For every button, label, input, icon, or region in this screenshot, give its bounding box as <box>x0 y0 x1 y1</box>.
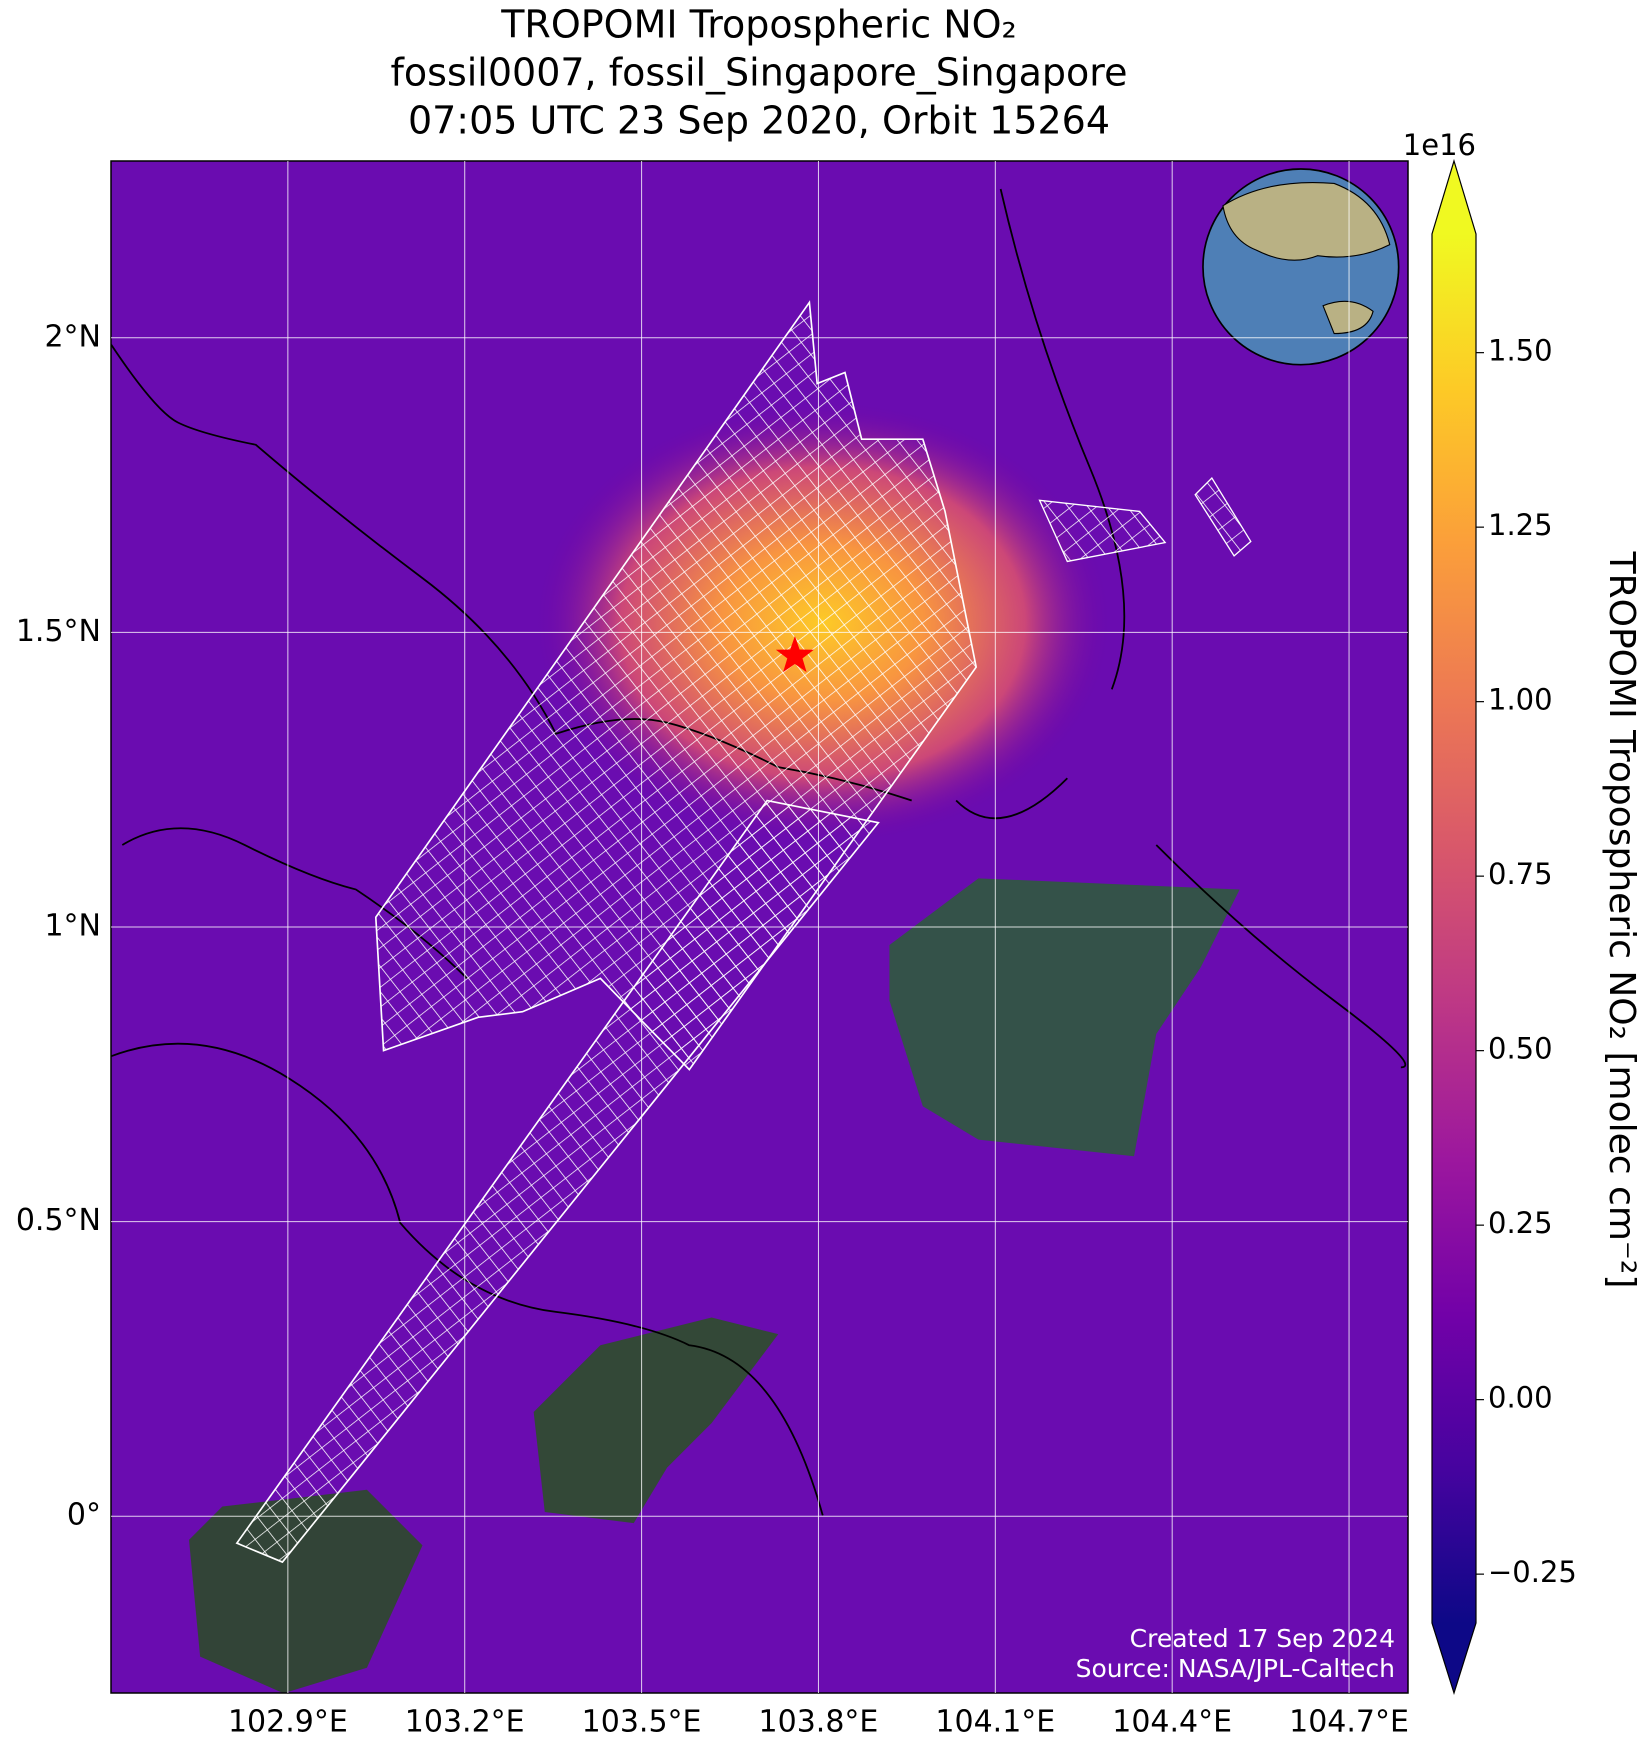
colorbar-offset: 1e16 <box>1403 128 1476 162</box>
credit: Created 17 Sep 2024 <box>1130 1624 1395 1653</box>
y-tick-label: 1.5°N <box>16 614 101 649</box>
x-tick-label: 102.9°E <box>228 1705 348 1740</box>
colorbar-tick-label: 0.75 <box>1488 857 1553 891</box>
colorbar-tick-label: 0.25 <box>1488 1206 1553 1240</box>
x-tick-label: 103.8°E <box>759 1705 879 1740</box>
x-tick-label: 103.5°E <box>582 1705 702 1740</box>
imagery-patch <box>533 1317 779 1524</box>
colorbar-tick-label: 0.50 <box>1488 1032 1553 1066</box>
colorbar-extend <box>1432 1623 1476 1693</box>
colorbar <box>1432 234 1476 1623</box>
imagery-patch <box>889 878 1240 1157</box>
footprint <box>1038 499 1167 563</box>
colorbar-tick-label: 1.50 <box>1488 334 1553 368</box>
footprint <box>1194 477 1252 557</box>
decorations <box>111 168 1407 1693</box>
x-tick-label: 104.4°E <box>1112 1705 1232 1740</box>
chart-title: fossil0007, fossil_Singapore_Singapore <box>391 51 1128 95</box>
colorbar-tick-label: 1.25 <box>1488 508 1553 542</box>
inset-land <box>1222 181 1391 335</box>
y-tick-label: 0° <box>67 1498 101 1533</box>
y-tick-label: 1°N <box>44 909 101 944</box>
site-marker <box>775 636 814 673</box>
chart-title: 07:05 UTC 23 Sep 2020, Orbit 15264 <box>408 99 1110 143</box>
colorbar-outline <box>1431 158 1477 1696</box>
footprint <box>374 300 978 1071</box>
credit: Source: NASA/JPL-Caltech <box>1076 1654 1395 1683</box>
colorbar-tick-label: 1.00 <box>1488 683 1553 717</box>
footprint <box>235 799 880 1564</box>
x-tick-label: 104.7°E <box>1289 1705 1409 1740</box>
x-tick-label: 103.2°E <box>405 1705 525 1740</box>
colorbar-extend <box>1432 161 1476 234</box>
x-tick-label: 104.1°E <box>935 1705 1055 1740</box>
y-tick-label: 0.5°N <box>16 1203 101 1238</box>
chart-title: TROPOMI Tropospheric NO₂ <box>500 3 1017 47</box>
y-tick-label: 2°N <box>44 319 101 354</box>
colorbar-tick-label: 0.00 <box>1488 1381 1553 1415</box>
colorbar-label: TROPOMI Tropospheric NO₂ [molec cm⁻²] <box>1601 551 1641 1289</box>
colorbar-tick-label: −0.25 <box>1488 1555 1577 1589</box>
